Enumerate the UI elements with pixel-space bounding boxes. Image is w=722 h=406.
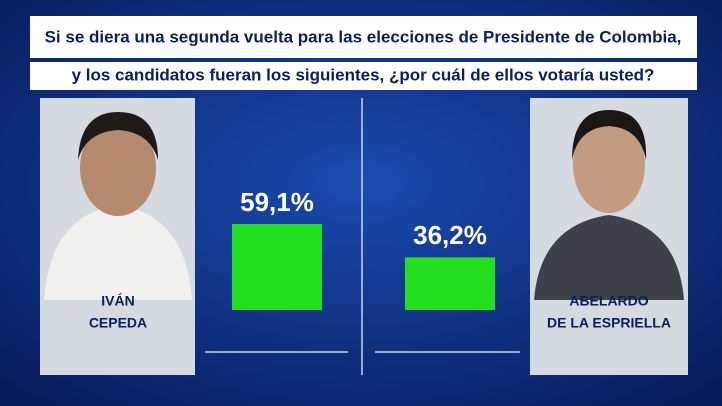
title-line: Si se diera una segunda vuelta para las … [45,27,682,46]
photo-figure [534,215,684,300]
photo-figure [573,117,645,213]
title-box [30,62,697,90]
photo-figure [44,205,192,300]
bar [405,257,495,310]
photo-figure [572,110,647,160]
candidate-name: DE LA ESPRIELLA [547,315,671,331]
photo-figure [78,112,158,160]
title-box [30,16,697,58]
value-label: 36,2% [413,220,487,250]
bar [232,224,322,310]
candidate-name: ABELARDO [569,293,648,309]
title-line: y los candidatos fueran los siguientes, … [72,65,655,84]
candidate-name: IVÁN [101,293,134,309]
value-label: 59,1% [240,187,314,217]
photo-figure [80,120,156,216]
candidate-name: CEPEDA [89,315,147,331]
